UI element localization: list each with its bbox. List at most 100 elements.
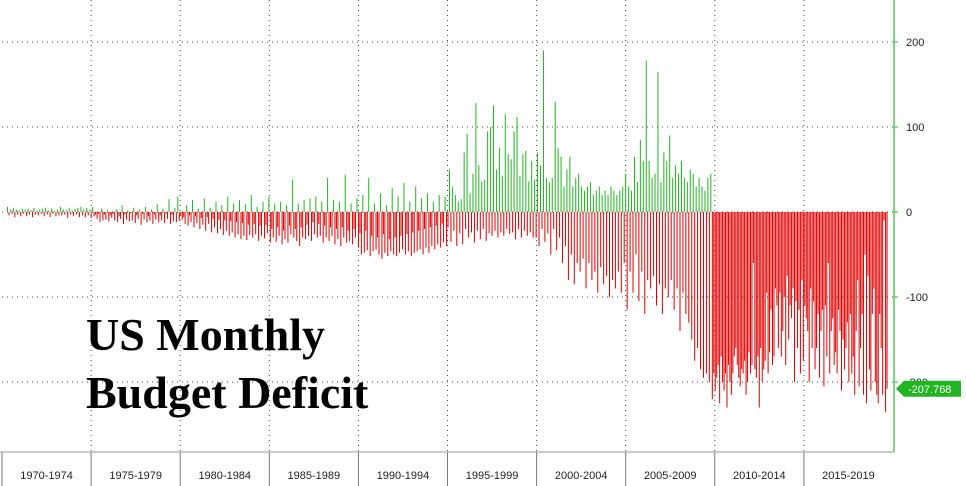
bar [682, 212, 684, 293]
bar [103, 212, 105, 215]
bar [609, 212, 611, 297]
bar [216, 212, 218, 234]
bar [563, 186, 565, 212]
bar [105, 212, 107, 220]
bar [763, 212, 765, 370]
bar [482, 212, 484, 229]
bar [742, 212, 744, 374]
bar [484, 179, 486, 212]
bar [805, 212, 807, 319]
bar [635, 212, 637, 255]
bar [285, 205, 287, 212]
bar [490, 127, 492, 212]
bar [281, 212, 283, 245]
bar [400, 212, 402, 236]
bar [517, 212, 519, 229]
bar [865, 212, 867, 404]
bar [412, 212, 414, 233]
bar [403, 183, 405, 212]
bar [660, 182, 662, 212]
bar [739, 212, 741, 387]
bar [96, 212, 98, 219]
bar [331, 212, 333, 236]
bar [265, 212, 267, 225]
bar [200, 212, 202, 218]
bar [456, 212, 458, 246]
y-tick-label: -100 [906, 292, 928, 304]
bar [11, 212, 13, 214]
bar [288, 212, 290, 226]
bar [108, 212, 110, 222]
bar [432, 201, 434, 212]
bar [867, 212, 869, 276]
bar [657, 71, 659, 212]
bar [369, 212, 371, 257]
bar [293, 212, 295, 238]
bar [23, 212, 25, 214]
bar [434, 212, 436, 250]
bar [450, 212, 452, 242]
bar [378, 212, 380, 255]
bar [209, 207, 211, 212]
bar [827, 212, 829, 263]
bar [168, 199, 170, 212]
bar [247, 212, 249, 225]
bar [385, 205, 387, 212]
bar [308, 212, 310, 236]
bar [357, 212, 359, 248]
bar [512, 212, 514, 233]
bar [169, 212, 171, 224]
bar [463, 152, 465, 212]
x-tick-label: 1980-1984 [198, 470, 251, 482]
bar [278, 212, 280, 236]
bar [622, 186, 624, 212]
bar [14, 212, 16, 218]
bar [751, 212, 753, 365]
bar [253, 212, 255, 224]
bar [172, 212, 174, 222]
bar [446, 212, 448, 246]
bar [645, 60, 647, 213]
bar [757, 212, 759, 357]
bar [807, 212, 809, 331]
bar [142, 212, 144, 214]
bar [632, 212, 634, 293]
bar [140, 212, 142, 225]
bar [244, 204, 246, 212]
bar [384, 212, 386, 253]
bar [883, 212, 885, 221]
bar [280, 201, 282, 212]
bar [774, 212, 776, 289]
bar [152, 212, 154, 224]
bar [796, 212, 798, 348]
bar [99, 212, 101, 223]
bar [321, 201, 323, 212]
bar [211, 212, 213, 233]
bar [8, 212, 10, 216]
bar [736, 212, 738, 365]
bar [125, 212, 127, 220]
bar [42, 208, 44, 212]
bar [334, 212, 336, 245]
bar [820, 212, 822, 331]
bar [262, 201, 264, 212]
bar [544, 212, 546, 242]
bar [382, 212, 384, 235]
bar [516, 116, 518, 212]
bar [695, 186, 697, 212]
bar [127, 210, 129, 212]
bar [604, 190, 606, 212]
bar [215, 201, 217, 212]
bar [77, 207, 79, 212]
bar [183, 212, 185, 218]
bar [239, 200, 240, 212]
bar [698, 178, 700, 212]
bar [861, 212, 863, 314]
bar [89, 210, 91, 212]
bar [804, 212, 806, 306]
bar [111, 212, 113, 218]
bar [481, 181, 483, 212]
bar [707, 178, 709, 212]
bar [829, 212, 831, 374]
